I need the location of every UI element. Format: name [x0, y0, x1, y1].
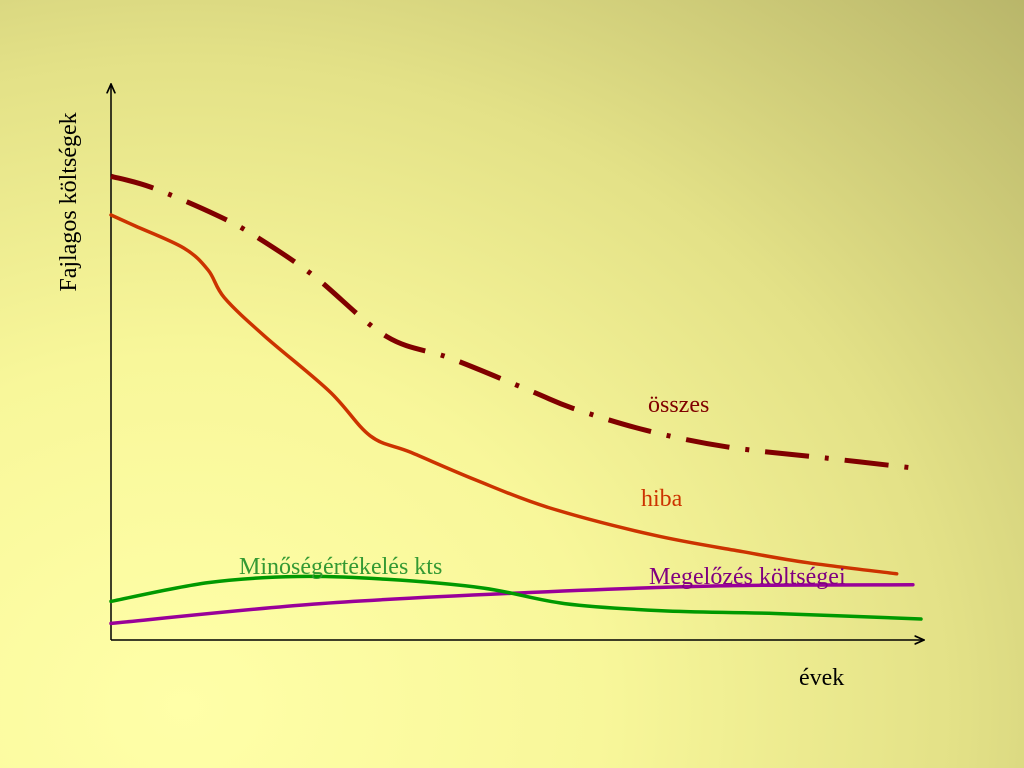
x-axis-label: évek: [799, 665, 844, 691]
series-line-hiba: [109, 213, 899, 576]
series-label-megelozes: Megelőzés költségei: [649, 564, 846, 590]
y-axis-label: Fajlagos költségek: [56, 112, 82, 291]
series-line-megelozes: [109, 583, 915, 626]
series-layer: [109, 173, 923, 626]
series-label-hiba: hiba: [641, 486, 683, 512]
series-label-minoseg: Minőségértékelés kts: [239, 554, 442, 580]
series-line-osszes: [110, 173, 922, 472]
series-line-minoseg: [109, 574, 923, 621]
series-label-osszes: összes: [648, 392, 709, 418]
